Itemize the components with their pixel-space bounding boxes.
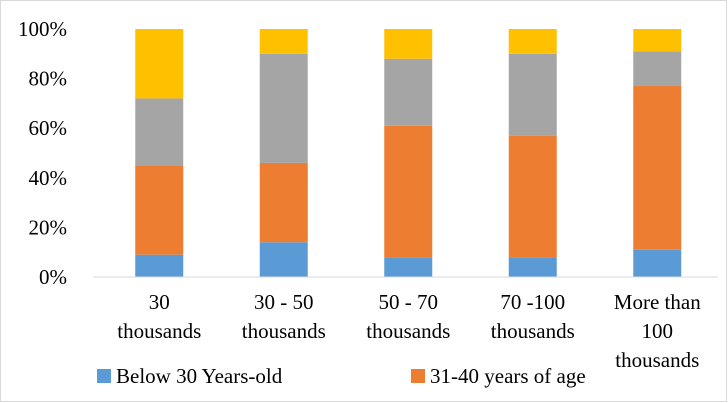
bar-segment: [135, 165, 184, 255]
bar-segment: [508, 135, 557, 258]
x-tick-label: 30 - 50 thousands: [242, 290, 326, 343]
bar-segment: [259, 53, 308, 163]
y-tick-label: 0%: [39, 265, 67, 289]
legend-swatch: [411, 369, 425, 383]
x-tick-label: 30 thousands: [117, 290, 201, 343]
bar-segment: [508, 53, 557, 136]
y-tick-label: 40%: [29, 166, 68, 190]
bar-segment: [259, 29, 308, 54]
y-tick-label: 20%: [29, 215, 68, 239]
legend-swatch: [97, 369, 111, 383]
y-tick-label: 80%: [29, 67, 68, 91]
bar-segment: [384, 29, 433, 59]
bar-segment: [633, 51, 682, 87]
x-tick-label: 70 -100 thousands: [491, 290, 575, 343]
x-tick-label: 50 - 70 thousands: [366, 290, 450, 343]
bar-segment: [135, 29, 184, 99]
bar-segment: [259, 242, 308, 277]
bar-segment: [508, 29, 557, 54]
x-tick-label: More than 100 thousands: [614, 290, 701, 372]
bar-segment: [384, 58, 433, 126]
bar-segment: [633, 29, 682, 52]
legend-label: 31-40 years of age: [430, 364, 586, 388]
bar-segment: [633, 249, 682, 277]
legend-label: Below 30 Years-old: [116, 364, 283, 388]
bar-segment: [384, 125, 433, 258]
bar-segment: [135, 98, 184, 166]
bar-segment: [384, 257, 433, 277]
bar-segment: [259, 162, 308, 243]
bar-segment: [633, 86, 682, 250]
y-tick-label: 100%: [18, 17, 67, 41]
y-tick-label: 60%: [29, 116, 68, 140]
bar-segment: [508, 257, 557, 277]
bar-segment: [135, 254, 184, 277]
